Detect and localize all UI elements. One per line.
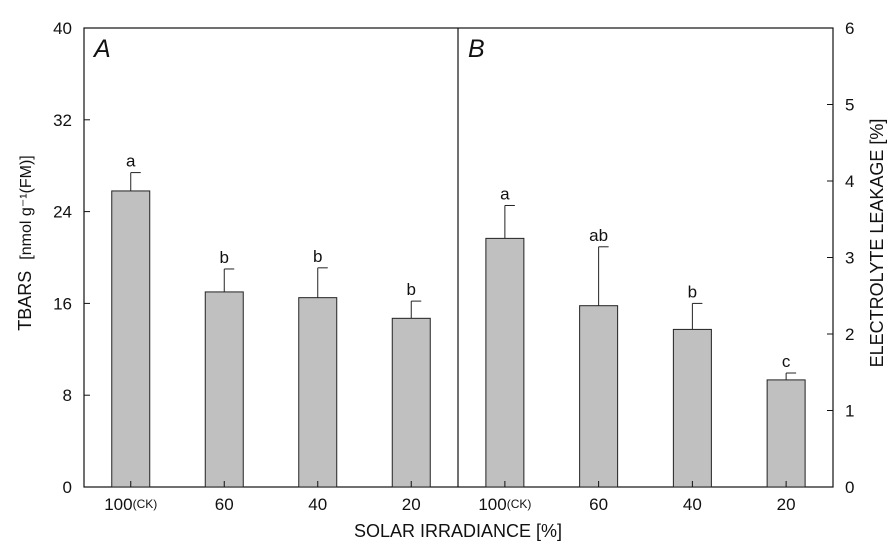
x-tick-value: 60 [589, 495, 608, 514]
bar [391, 317, 431, 488]
x-tick-label: 100(CK) [478, 495, 531, 514]
x-tick-value: 40 [683, 495, 702, 514]
bar [579, 305, 619, 488]
y-tick-label-right: 5 [845, 96, 854, 115]
significance-label: b [220, 248, 229, 267]
significance-label: c [782, 352, 791, 371]
x-tick-value: 100 [104, 495, 132, 514]
bar [204, 291, 244, 488]
x-tick-suffix: (CK) [507, 497, 532, 511]
panel-label-b: B [468, 35, 485, 63]
y-axis-title-left-units: [nmol g⁻¹(FM)] [18, 155, 35, 259]
y-tick-label-right: 3 [845, 249, 854, 268]
y-tick-label-right: 2 [845, 325, 854, 344]
x-tick-label: 20 [402, 495, 421, 514]
y-tick-label-left: 16 [53, 294, 72, 313]
bar [766, 379, 806, 488]
significance-label: b [313, 247, 322, 266]
significance-label: a [500, 184, 510, 203]
significance-label: b [407, 280, 416, 299]
y-axis-title-left-main: TBARS [15, 271, 35, 331]
x-tick-suffix: (CK) [133, 497, 158, 511]
x-tick-value: 20 [402, 495, 421, 514]
x-tick-label: 40 [308, 495, 327, 514]
y-tick-label-right: 1 [845, 402, 854, 421]
panel-a-tbars: 0 8 16 24 32 40 Aa 100(CK) b 60 b 40 b 20 [53, 19, 431, 514]
panel-b-electrolyte-leakage: 0 1 2 3 4 5 6 Ba 100(CK) ab 60 b 40 c 20 [468, 19, 854, 514]
panel-label-a: A [92, 35, 111, 63]
plot-frame [83, 27, 834, 488]
y-tick-label-left: 32 [53, 111, 72, 130]
significance-label: b [688, 282, 697, 301]
significance-label: a [126, 152, 136, 171]
x-tick-value: 40 [308, 495, 327, 514]
y-tick-label-left: 8 [63, 386, 72, 405]
y-tick-label-left: 24 [53, 203, 72, 222]
x-tick-label: 40 [683, 495, 702, 514]
y-axis-title-left: TBARS [nmol g⁻¹(FM)] [15, 155, 35, 330]
x-tick-label: 100(CK) [104, 495, 157, 514]
bar [485, 237, 525, 488]
y-tick-label-right: 6 [845, 19, 854, 38]
x-tick-label: 20 [777, 495, 796, 514]
x-tick-value: 20 [777, 495, 796, 514]
y-tick-label-right: 4 [845, 172, 854, 191]
y-tick-label-left: 40 [53, 19, 72, 38]
bar [111, 190, 151, 488]
x-axis-title: SOLAR IRRADIANCE [%] [354, 521, 562, 541]
y-tick-label-right: 0 [845, 478, 854, 497]
x-tick-label: 60 [215, 495, 234, 514]
y-axis-title-right: ELECTROLYTE LEAKAGE [%] [867, 119, 887, 368]
x-tick-label: 60 [589, 495, 608, 514]
bar [672, 328, 712, 488]
y-tick-label-left: 0 [63, 478, 72, 497]
x-tick-value: 100 [478, 495, 506, 514]
bar [298, 297, 338, 488]
significance-label: ab [589, 226, 608, 245]
x-tick-value: 60 [215, 495, 234, 514]
